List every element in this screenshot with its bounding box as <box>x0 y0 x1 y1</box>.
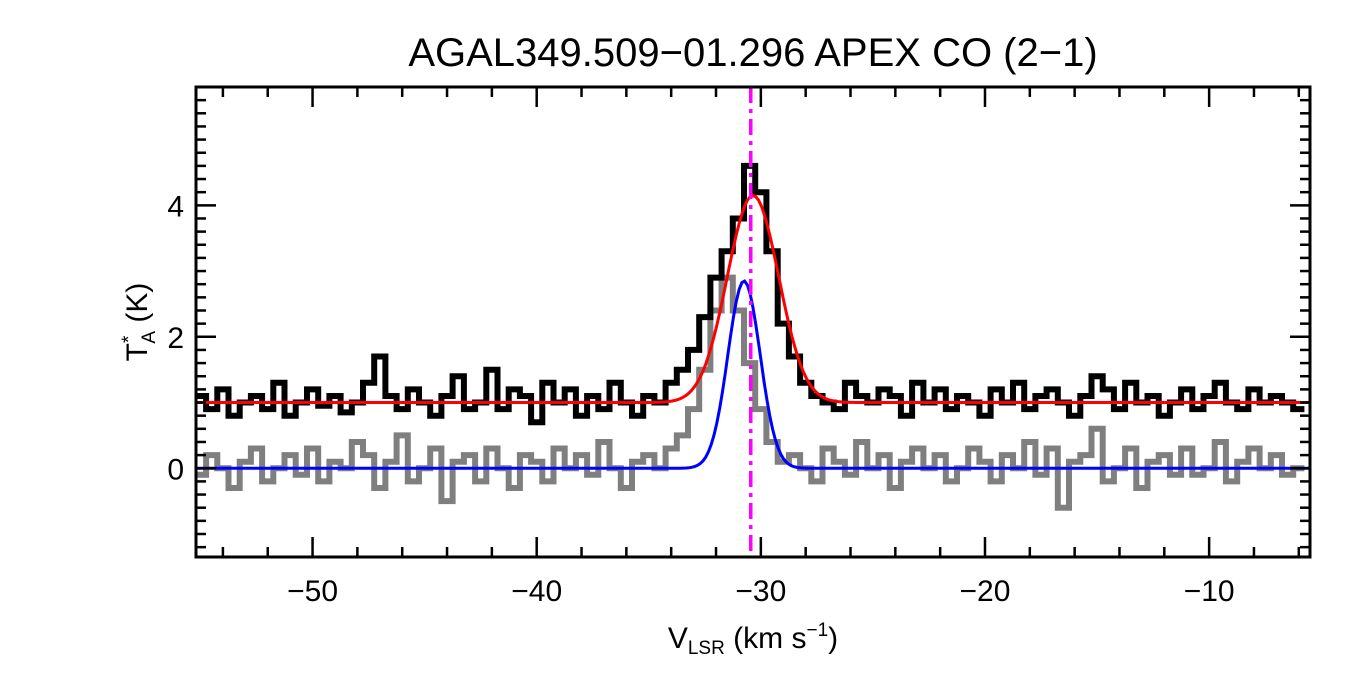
x-tick-label: −30 <box>735 575 786 608</box>
axis-ticks <box>196 85 1310 557</box>
x-axis-label: VLSR (km s−1) <box>668 620 838 659</box>
chart-title: AGAL349.509−01.296 APEX CO (2−1) <box>408 31 1097 75</box>
plot-area <box>196 87 1310 557</box>
y-tick-label: 0 <box>167 453 184 486</box>
tick-labels: −50 −40 −30 −20 −10 0 2 4 <box>167 190 1234 608</box>
y-tick-label: 2 <box>167 322 184 355</box>
y-tick-label: 4 <box>167 190 184 223</box>
series-2-gaussian-fit <box>196 193 1310 404</box>
plot-frame <box>194 85 1312 559</box>
x-tick-label: −20 <box>960 575 1011 608</box>
x-tick-label: −40 <box>511 575 562 608</box>
x-tick-label: −10 <box>1184 575 1235 608</box>
y-axis-label: T*A (K) <box>119 283 160 362</box>
x-tick-label: −50 <box>287 575 338 608</box>
series-3-gaussian-fit <box>196 279 1310 470</box>
